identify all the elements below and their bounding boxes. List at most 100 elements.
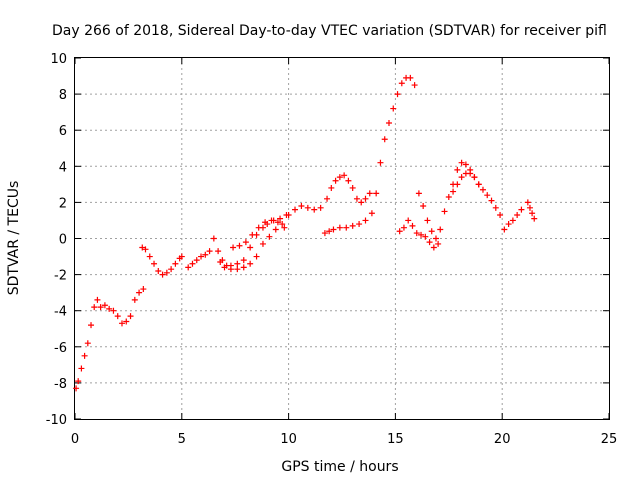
data-point	[332, 177, 339, 184]
data-point	[221, 264, 228, 271]
data-point	[217, 258, 224, 265]
y-tick-label: 8	[59, 88, 67, 103]
data-point	[142, 246, 149, 253]
data-point	[405, 217, 412, 224]
data-point	[178, 253, 185, 260]
data-point	[509, 217, 516, 224]
y-tick-label: -8	[54, 377, 67, 392]
data-point	[368, 210, 375, 217]
chart-title: Day 266 of 2018, Sidereal Day-to-day VTE…	[52, 23, 607, 39]
data-point	[75, 378, 82, 385]
data-point	[298, 203, 305, 210]
data-point	[479, 186, 486, 193]
data-point	[91, 304, 98, 311]
data-point	[151, 260, 158, 267]
data-point	[467, 170, 474, 177]
data-point	[400, 224, 407, 231]
data-series	[321, 74, 418, 237]
data-point	[139, 244, 146, 251]
x-axis-label: GPS time / hours	[281, 459, 398, 475]
data-point	[97, 304, 104, 311]
data-point	[336, 224, 343, 231]
data-point	[426, 239, 433, 246]
data-point	[435, 240, 442, 247]
y-tick-label: 2	[59, 196, 67, 211]
data-point	[78, 365, 85, 372]
data-point	[253, 253, 260, 260]
data-point	[409, 222, 416, 229]
data-point	[247, 244, 254, 251]
data-point	[454, 181, 461, 188]
data-point	[373, 190, 380, 197]
data-point	[131, 296, 138, 303]
data-point	[484, 192, 491, 199]
data-series	[396, 217, 442, 251]
data-point	[193, 257, 200, 264]
data-point	[432, 235, 439, 242]
data-point	[475, 181, 482, 188]
data-series	[230, 217, 288, 251]
data-point	[317, 204, 324, 211]
data-point	[321, 230, 328, 237]
data-point	[168, 266, 175, 273]
data-point	[524, 199, 531, 206]
data-point	[185, 264, 192, 271]
data-point	[424, 217, 431, 224]
data-point	[230, 244, 237, 251]
data-point	[266, 233, 273, 240]
data-point	[445, 193, 452, 200]
data-point	[202, 251, 209, 258]
data-point	[407, 74, 414, 81]
data-point	[420, 203, 427, 210]
data-series	[450, 170, 482, 195]
data-point	[210, 235, 217, 242]
data-series	[501, 206, 525, 233]
data-point	[396, 228, 403, 235]
data-point	[140, 286, 147, 293]
data-point	[366, 190, 373, 197]
y-axis-label: SDTVAR / TECUs	[6, 181, 22, 296]
data-point	[292, 206, 299, 213]
data-point	[362, 217, 369, 224]
plot-frame	[74, 57, 610, 420]
data-point	[236, 242, 243, 249]
data-point	[159, 271, 166, 278]
data-point	[118, 320, 125, 327]
data-point	[123, 318, 130, 325]
data-point	[458, 174, 465, 181]
data-point	[437, 226, 444, 233]
data-point	[101, 302, 108, 309]
data-point	[497, 212, 504, 219]
x-tick-label: 20	[494, 432, 511, 447]
data-point	[381, 136, 388, 143]
data-point	[240, 264, 247, 271]
data-point	[262, 219, 269, 226]
x-tick-label: 15	[387, 432, 404, 447]
data-point	[336, 174, 343, 181]
data-point	[304, 204, 311, 211]
data-point	[240, 257, 247, 264]
data-point	[349, 222, 356, 229]
data-point	[492, 204, 499, 211]
data-point	[422, 233, 429, 240]
data-point	[279, 221, 286, 228]
data-point	[411, 82, 418, 89]
data-point	[94, 296, 101, 303]
x-tick-label: 0	[71, 432, 79, 447]
data-point	[311, 206, 318, 213]
data-point	[462, 161, 469, 168]
y-tick-label: 4	[59, 160, 67, 175]
data-series	[73, 286, 147, 392]
data-point	[353, 195, 360, 202]
data-point	[514, 212, 521, 219]
data-point	[163, 269, 170, 276]
y-tick-label: -10	[46, 413, 67, 428]
data-point	[526, 204, 533, 211]
data-point	[127, 313, 134, 320]
data-point	[136, 289, 143, 296]
data-point	[356, 221, 363, 228]
x-tick-label: 10	[280, 432, 297, 447]
data-point	[326, 228, 333, 235]
y-tick-label: -6	[54, 341, 67, 356]
